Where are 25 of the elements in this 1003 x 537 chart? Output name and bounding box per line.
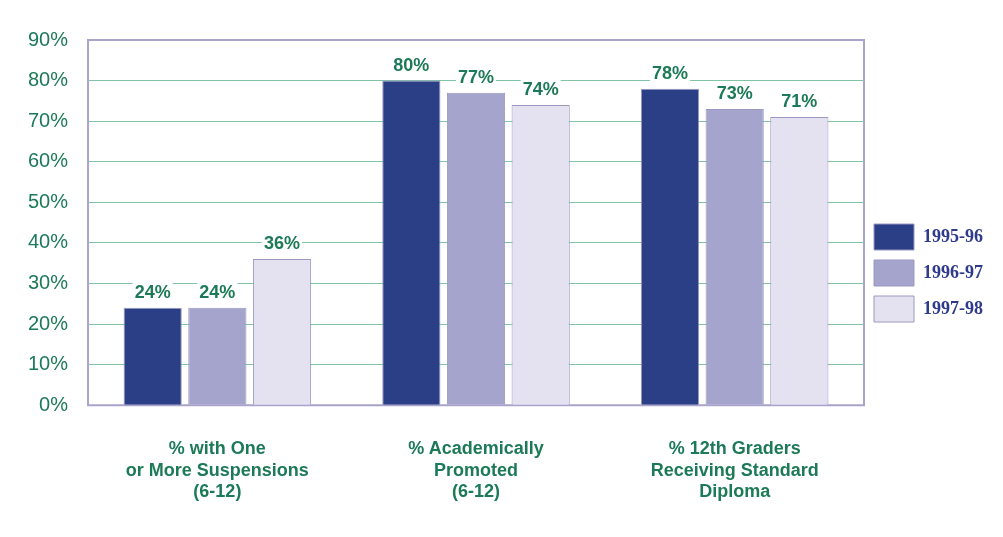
data-label: 78% xyxy=(652,62,689,83)
legend-label: 1996-97 xyxy=(923,261,984,282)
data-label: 24% xyxy=(134,281,171,302)
y-tick-label: 60% xyxy=(28,149,69,172)
x-tick-label: % 12th Graders Receiving Standard Diploma xyxy=(650,437,819,502)
x-tick-label: % with One or More Suspensions (6-12) xyxy=(125,437,309,502)
data-label: 36% xyxy=(264,233,301,254)
legend-label: 1995-96 xyxy=(923,225,984,246)
data-label: 77% xyxy=(458,66,495,87)
y-tick-label: 80% xyxy=(28,68,69,91)
y-tick-label: 10% xyxy=(28,352,69,375)
legend-label: 1997-98 xyxy=(923,297,984,318)
y-tick-label: 40% xyxy=(28,230,69,253)
x-tick-label: % Academically Promoted (6-12) xyxy=(408,437,544,502)
data-label: 74% xyxy=(522,78,559,99)
y-tick-label: 30% xyxy=(28,270,69,293)
data-label: 80% xyxy=(393,54,430,75)
data-label: 24% xyxy=(199,281,236,302)
data-label: 71% xyxy=(781,91,818,112)
y-tick-label: 70% xyxy=(28,108,69,131)
y-tick-label: 20% xyxy=(28,311,69,334)
y-tick-label: 50% xyxy=(28,189,69,212)
data-label: 73% xyxy=(716,82,753,103)
y-tick-label: 0% xyxy=(39,392,69,415)
y-tick-label: 90% xyxy=(28,27,69,50)
